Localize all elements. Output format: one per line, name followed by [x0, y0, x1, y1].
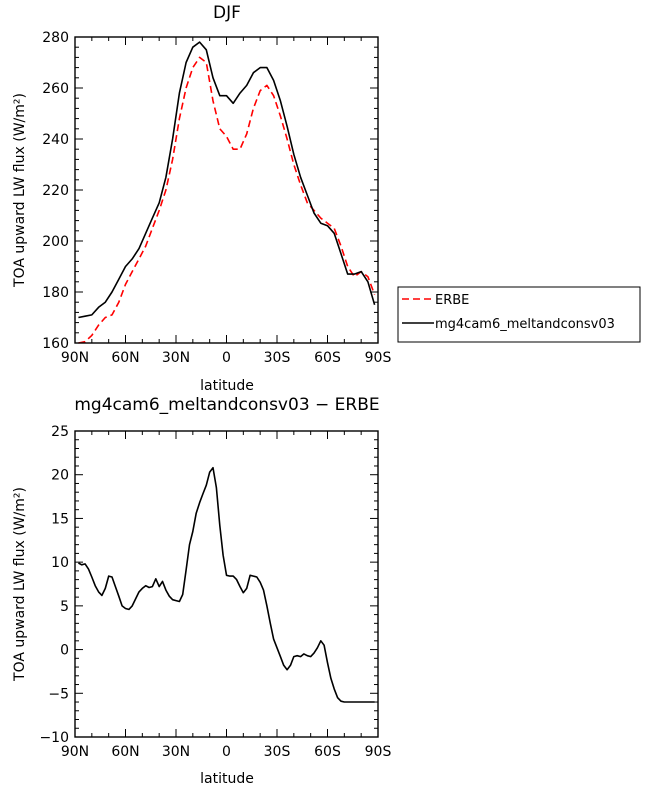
tick-labels: 90N 60N 30N 0 30S 60S 90S 160 180 200 220 240 260 280 — [42, 30, 391, 366]
x-tick-label: 90S — [365, 744, 392, 760]
series-line-mg4cam6-meltandconsv03 — [78, 41, 376, 319]
series-group — [78, 466, 375, 703]
tick-marks — [74, 430, 379, 738]
x-tick-label: 90N — [61, 744, 89, 760]
y-tick-label: −5 — [48, 686, 69, 702]
chart-title: DJF — [213, 3, 241, 23]
x-tick-label: 0 — [222, 744, 231, 760]
y-tick-label: 0 — [60, 643, 69, 659]
x-tick-label: 60N — [111, 350, 139, 366]
series-line-series-0 — [78, 466, 375, 703]
plot-frame — [74, 36, 379, 344]
y-tick-label: −10 — [39, 730, 69, 746]
x-tick-label: 60S — [314, 744, 341, 760]
x-tick-label: 60N — [111, 744, 139, 760]
y-tick-label: 160 — [42, 336, 69, 352]
series-group — [78, 41, 376, 344]
x-tick-label: 30S — [264, 350, 291, 366]
x-tick-label: 0 — [222, 350, 231, 366]
panel-top: DJF latitude TOA upward LW flux (W/m²) 9… — [12, 3, 391, 394]
plot-frame — [74, 430, 379, 738]
chart-title: mg4cam6_meltandconsv03 − ERBE — [74, 395, 379, 415]
y-tick-label: 20 — [51, 468, 69, 484]
panel-bottom: mg4cam6_meltandconsv03 − ERBE latitude T… — [12, 395, 391, 787]
x-tick-label: 30N — [162, 744, 190, 760]
x-tick-label: 30N — [162, 350, 190, 366]
tick-marks — [74, 36, 379, 344]
x-tick-label: 60S — [314, 350, 341, 366]
x-axis-label: latitude — [200, 378, 254, 394]
legend-label-model: mg4cam6_meltandconsv03 — [435, 317, 615, 332]
x-tick-label: 90N — [61, 350, 89, 366]
y-tick-label: 260 — [42, 81, 69, 97]
x-tick-label: 90S — [365, 350, 392, 366]
legend: ERBE mg4cam6_meltandconsv03 — [397, 286, 641, 343]
y-tick-label: 200 — [42, 234, 69, 250]
x-tick-label: 30S — [264, 744, 291, 760]
y-axis-label: TOA upward LW flux (W/m²) — [12, 487, 28, 682]
tick-labels: 90N 60N 30N 0 30S 60S 90S −10 −5 0 5 10 15 20 25 — [39, 424, 391, 760]
y-tick-label: 15 — [51, 511, 69, 527]
y-tick-label: 25 — [51, 424, 69, 440]
y-axis-label: TOA upward LW flux (W/m²) — [12, 93, 28, 288]
y-tick-label: 280 — [42, 30, 69, 46]
y-tick-label: 180 — [42, 285, 69, 301]
x-axis-label: latitude — [200, 771, 254, 787]
legend-box — [397, 286, 641, 343]
y-tick-label: 10 — [51, 555, 69, 571]
legend-label-erbe: ERBE — [435, 293, 469, 308]
series-line-erbe — [78, 56, 376, 344]
y-tick-label: 5 — [60, 599, 69, 615]
y-tick-label: 220 — [42, 183, 69, 199]
y-tick-label: 240 — [42, 132, 69, 148]
